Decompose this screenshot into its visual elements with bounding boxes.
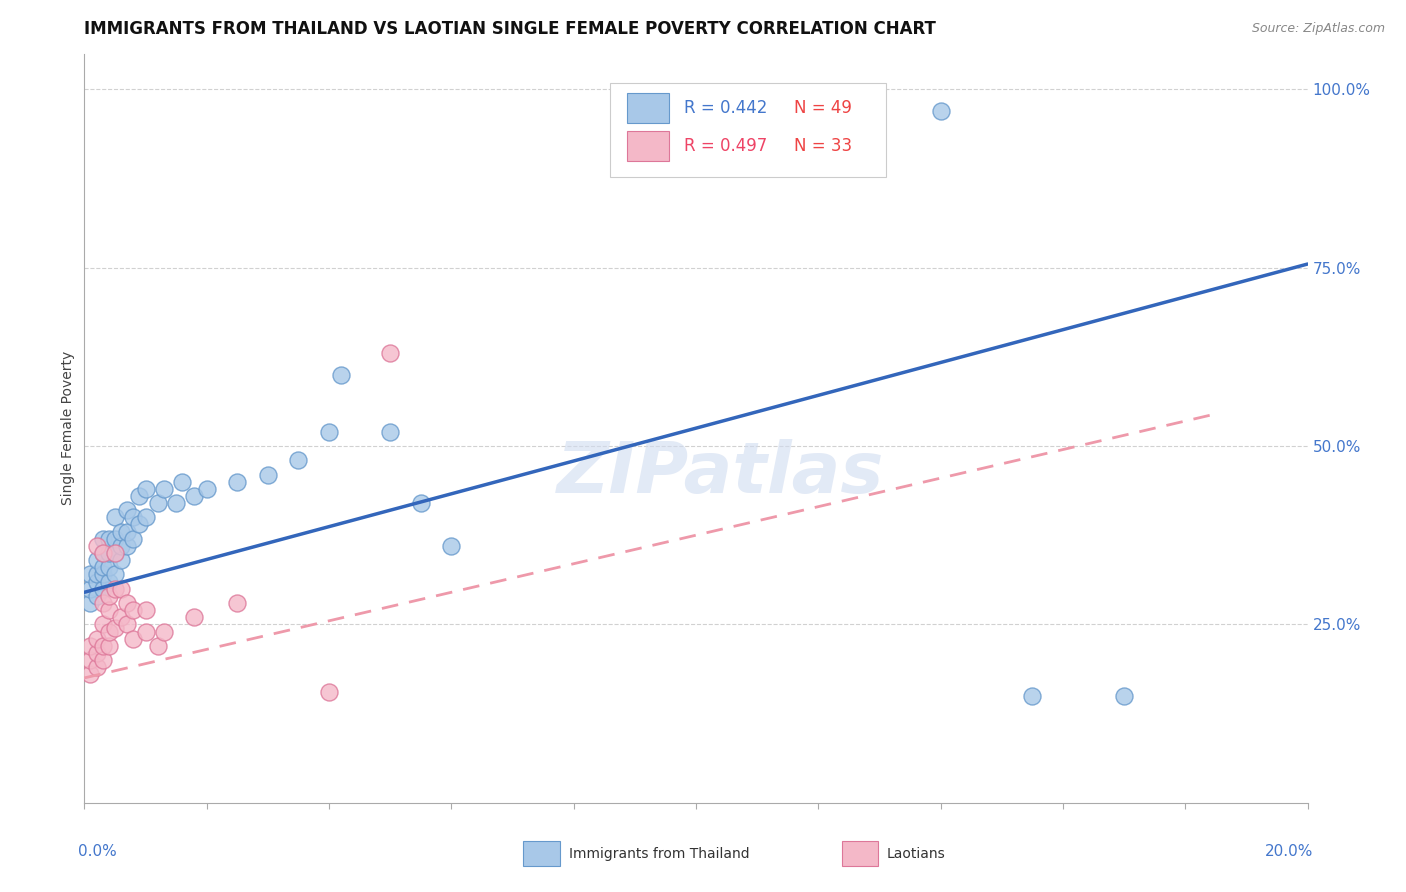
Point bbox=[183, 489, 205, 503]
Point bbox=[330, 368, 353, 382]
Point bbox=[97, 560, 120, 574]
Text: N = 49: N = 49 bbox=[794, 99, 852, 117]
Point bbox=[79, 567, 101, 582]
Point bbox=[86, 646, 108, 660]
Point bbox=[104, 546, 127, 560]
Point bbox=[226, 475, 249, 489]
Point bbox=[97, 589, 120, 603]
Point bbox=[115, 503, 138, 517]
Point bbox=[91, 567, 114, 582]
Point bbox=[97, 546, 120, 560]
Text: ZIPatlas: ZIPatlas bbox=[557, 439, 884, 508]
Point bbox=[226, 596, 249, 610]
Point bbox=[380, 346, 402, 360]
Point bbox=[79, 653, 101, 667]
Point bbox=[91, 546, 114, 560]
Point bbox=[929, 103, 952, 118]
Point bbox=[91, 596, 114, 610]
Point bbox=[135, 624, 157, 639]
Point bbox=[128, 489, 150, 503]
Text: R = 0.442: R = 0.442 bbox=[683, 99, 768, 117]
FancyBboxPatch shape bbox=[842, 841, 879, 866]
Point bbox=[380, 425, 402, 439]
Text: IMMIGRANTS FROM THAILAND VS LAOTIAN SINGLE FEMALE POVERTY CORRELATION CHART: IMMIGRANTS FROM THAILAND VS LAOTIAN SING… bbox=[84, 21, 936, 38]
Point bbox=[104, 546, 127, 560]
Point bbox=[115, 596, 138, 610]
Point bbox=[104, 532, 127, 546]
Text: 20.0%: 20.0% bbox=[1265, 844, 1313, 859]
Point bbox=[79, 596, 101, 610]
Point bbox=[91, 560, 114, 574]
Point bbox=[97, 574, 120, 589]
Point bbox=[86, 632, 108, 646]
Point bbox=[97, 639, 120, 653]
Point bbox=[91, 546, 114, 560]
Point bbox=[195, 482, 218, 496]
Point bbox=[172, 475, 194, 489]
Point bbox=[91, 582, 114, 596]
Point bbox=[1114, 689, 1136, 703]
Y-axis label: Single Female Poverty: Single Female Poverty bbox=[62, 351, 76, 505]
Text: Immigrants from Thailand: Immigrants from Thailand bbox=[569, 847, 749, 861]
Point bbox=[165, 496, 187, 510]
Point bbox=[115, 524, 138, 539]
Point bbox=[104, 621, 127, 635]
Point bbox=[122, 532, 145, 546]
Point bbox=[135, 603, 157, 617]
FancyBboxPatch shape bbox=[610, 84, 886, 178]
Point bbox=[1021, 689, 1043, 703]
FancyBboxPatch shape bbox=[627, 94, 669, 123]
Point bbox=[86, 574, 108, 589]
Point bbox=[122, 510, 145, 524]
Point bbox=[115, 617, 138, 632]
Point bbox=[104, 582, 127, 596]
Point bbox=[153, 624, 176, 639]
Point bbox=[79, 639, 101, 653]
Point bbox=[440, 539, 463, 553]
Point bbox=[183, 610, 205, 624]
Point bbox=[153, 482, 176, 496]
FancyBboxPatch shape bbox=[627, 131, 669, 161]
Point bbox=[97, 624, 120, 639]
Point bbox=[91, 639, 114, 653]
Point bbox=[86, 553, 108, 567]
Point bbox=[86, 589, 108, 603]
Point bbox=[135, 510, 157, 524]
Point bbox=[110, 582, 132, 596]
FancyBboxPatch shape bbox=[523, 841, 560, 866]
Point bbox=[110, 553, 132, 567]
Point bbox=[86, 567, 108, 582]
Point bbox=[122, 632, 145, 646]
Point bbox=[318, 425, 340, 439]
Point bbox=[91, 617, 114, 632]
Point bbox=[97, 603, 120, 617]
Point bbox=[135, 482, 157, 496]
Point bbox=[110, 539, 132, 553]
Point bbox=[104, 510, 127, 524]
Point bbox=[110, 524, 132, 539]
Point bbox=[86, 660, 108, 674]
Text: Laotians: Laotians bbox=[887, 847, 946, 861]
Point bbox=[318, 685, 340, 699]
Point bbox=[104, 567, 127, 582]
Point bbox=[91, 532, 114, 546]
Text: 0.0%: 0.0% bbox=[79, 844, 117, 859]
Point bbox=[146, 496, 169, 510]
Text: Source: ZipAtlas.com: Source: ZipAtlas.com bbox=[1251, 22, 1385, 36]
Text: N = 33: N = 33 bbox=[794, 136, 852, 154]
Point bbox=[91, 653, 114, 667]
Point bbox=[122, 603, 145, 617]
Point bbox=[79, 582, 101, 596]
Point bbox=[110, 610, 132, 624]
Point bbox=[115, 539, 138, 553]
Point bbox=[79, 667, 101, 681]
Point bbox=[409, 496, 432, 510]
Point bbox=[128, 517, 150, 532]
Point bbox=[97, 532, 120, 546]
Point bbox=[86, 539, 108, 553]
Point bbox=[257, 467, 280, 482]
Point bbox=[287, 453, 309, 467]
Point bbox=[146, 639, 169, 653]
Text: R = 0.497: R = 0.497 bbox=[683, 136, 768, 154]
